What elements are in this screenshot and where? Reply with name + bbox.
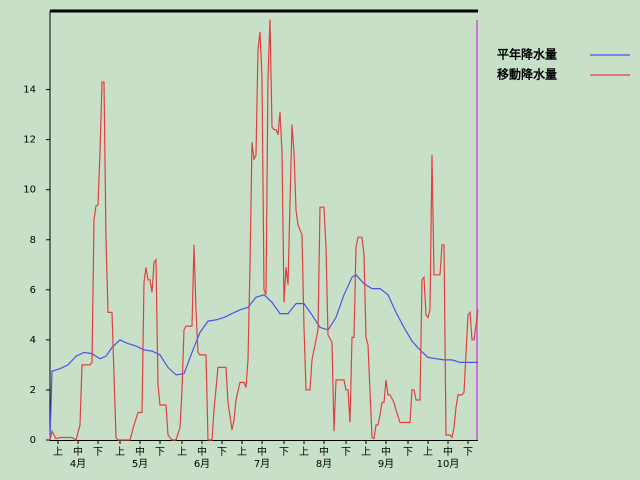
y-tick-label: 4 — [30, 335, 36, 346]
x-tick-label: 上 — [115, 446, 125, 458]
y-tick-label: 2 — [30, 385, 36, 396]
x-tick-label: 上 — [299, 446, 309, 458]
series-line — [49, 19, 479, 441]
y-tick-label: 12 — [23, 135, 36, 146]
month-label: 7月 — [254, 458, 270, 470]
y-tick-label: 8 — [30, 235, 36, 246]
month-label: 5月 — [132, 458, 148, 470]
x-tick-label: 下 — [341, 447, 351, 458]
month-label: 4月 — [70, 458, 86, 470]
month-label: 9月 — [378, 458, 394, 470]
x-tick-label: 下 — [93, 447, 103, 458]
x-tick-label: 中 — [443, 445, 453, 458]
x-tick-label: 上 — [423, 446, 433, 458]
x-tick-label: 下 — [403, 447, 413, 458]
x-tick-label: 中 — [73, 445, 83, 458]
x-tick-label: 下 — [155, 447, 165, 458]
x-tick-label: 下 — [217, 447, 227, 458]
x-tick-label: 中 — [135, 445, 145, 458]
x-tick-label: 下 — [463, 447, 473, 458]
x-tick-label: 下 — [279, 447, 289, 458]
x-tick-label: 上 — [53, 446, 63, 458]
month-label: 8月 — [316, 458, 332, 470]
x-tick-label: 中 — [319, 445, 329, 458]
x-tick-label: 中 — [381, 445, 391, 458]
x-tick-label: 上 — [237, 446, 247, 458]
y-tick-label: 14 — [23, 85, 36, 96]
month-label: 6月 — [194, 458, 210, 470]
legend-label: 平年降水量 — [497, 47, 557, 62]
y-tick-label: 0 — [30, 435, 36, 446]
x-tick-label: 上 — [177, 446, 187, 458]
y-tick-label: 10 — [23, 185, 36, 196]
legend-label: 移動降水量 — [497, 67, 557, 82]
month-label: 10月 — [437, 458, 460, 470]
x-tick-label: 中 — [257, 445, 267, 458]
y-tick-label: 6 — [30, 285, 36, 296]
x-tick-label: 上 — [361, 446, 371, 458]
x-tick-label: 中 — [197, 445, 207, 458]
series-line — [49, 274, 478, 441]
